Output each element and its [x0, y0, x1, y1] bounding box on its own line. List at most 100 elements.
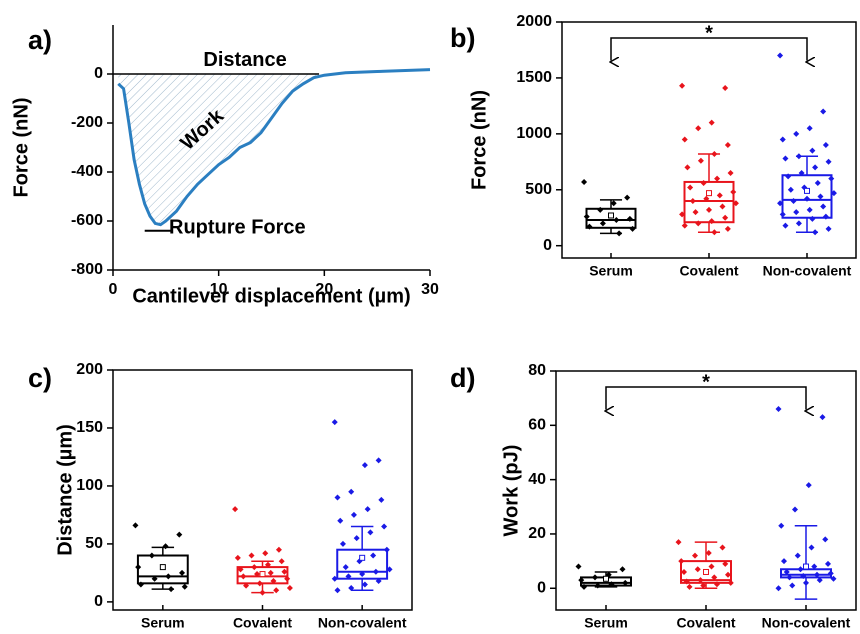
data-point [786, 574, 793, 581]
data-point [286, 584, 293, 591]
data-point [775, 585, 782, 592]
data-point [819, 414, 826, 421]
data-point [822, 536, 829, 543]
data-point [687, 184, 694, 191]
data-point [381, 523, 388, 530]
data-point [361, 581, 368, 588]
annotation: Distance [203, 49, 286, 71]
x-tick-label: 0 [109, 281, 118, 298]
data-point [725, 571, 731, 578]
data-point [708, 563, 715, 570]
data-point [165, 573, 172, 580]
y-tick-label: 0 [94, 593, 103, 610]
data-point [378, 496, 385, 503]
data-point [808, 544, 815, 551]
data-point [281, 568, 288, 575]
data-point [254, 571, 261, 578]
data-point [793, 130, 800, 137]
data-point [814, 180, 821, 187]
data-point [386, 566, 393, 573]
y-tick-label: -800 [71, 261, 103, 278]
data-point [273, 587, 280, 594]
data-point [782, 222, 789, 229]
data-point [337, 517, 344, 524]
box [781, 174, 833, 219]
data-point [793, 209, 800, 216]
data-point [809, 147, 816, 154]
mean [803, 563, 809, 570]
y-tick-label: 200 [76, 361, 103, 378]
mean [608, 212, 614, 219]
data-point [581, 583, 587, 590]
data-point [608, 581, 615, 588]
data-point [375, 578, 382, 585]
y-tick-label: 0 [537, 579, 546, 596]
category-label: Serum [141, 615, 185, 631]
data-point [148, 552, 155, 559]
data-point [828, 175, 835, 182]
data-point [278, 558, 285, 565]
data-point [778, 522, 785, 529]
data-point [594, 582, 601, 589]
mean [259, 571, 266, 578]
data-point [722, 560, 729, 567]
data-point [678, 558, 685, 565]
data-point [790, 197, 797, 204]
data-point [714, 175, 721, 182]
data-point [727, 169, 734, 176]
y-tick-label: 60 [528, 417, 546, 434]
data-point [361, 462, 368, 469]
data-point [597, 206, 604, 213]
data-point [348, 488, 355, 495]
data-point [700, 582, 707, 589]
data-point [267, 569, 274, 576]
data-point [364, 506, 371, 513]
data-point [803, 579, 809, 586]
data-point [135, 564, 142, 571]
data-point [795, 153, 802, 160]
data-point [259, 589, 266, 596]
data-point [168, 586, 175, 593]
data-point [684, 164, 691, 171]
data-point [151, 575, 158, 582]
category-label: Non-covalent [762, 615, 851, 631]
data-point [679, 82, 686, 89]
data-point [716, 192, 723, 199]
data-point [256, 580, 263, 587]
data-point [711, 574, 718, 581]
data-point [814, 571, 820, 578]
data-point [722, 214, 729, 221]
category-label: Serum [589, 263, 633, 279]
box [683, 180, 735, 224]
data-point [705, 549, 712, 556]
data-point [339, 540, 346, 547]
data-point [809, 215, 816, 222]
data-point [812, 229, 819, 236]
data-point [331, 419, 338, 426]
y-axis-title: Force (nN) [468, 90, 490, 190]
mean [159, 564, 166, 571]
y-tick-label: 1000 [516, 125, 552, 142]
data-point [372, 568, 379, 575]
data-point [681, 136, 688, 143]
data-point [683, 578, 690, 585]
data-point [703, 195, 710, 202]
data-point [619, 566, 626, 573]
data-point [181, 583, 188, 590]
data-point [692, 552, 698, 559]
category-label: Covalent [233, 615, 292, 631]
y-tick-label: 40 [528, 471, 546, 488]
data-point [695, 125, 702, 132]
data-point [822, 142, 829, 149]
data-point [779, 136, 786, 143]
x-axis-title: Cantilever displacement (µm) [132, 285, 410, 307]
force-curve [117, 68, 431, 227]
data-point [692, 209, 699, 216]
data-point [616, 230, 623, 237]
data-point [830, 575, 837, 582]
data-point [284, 575, 291, 582]
data-point [622, 579, 629, 586]
x-tick-label: 10 [210, 281, 228, 298]
data-point [132, 522, 139, 529]
